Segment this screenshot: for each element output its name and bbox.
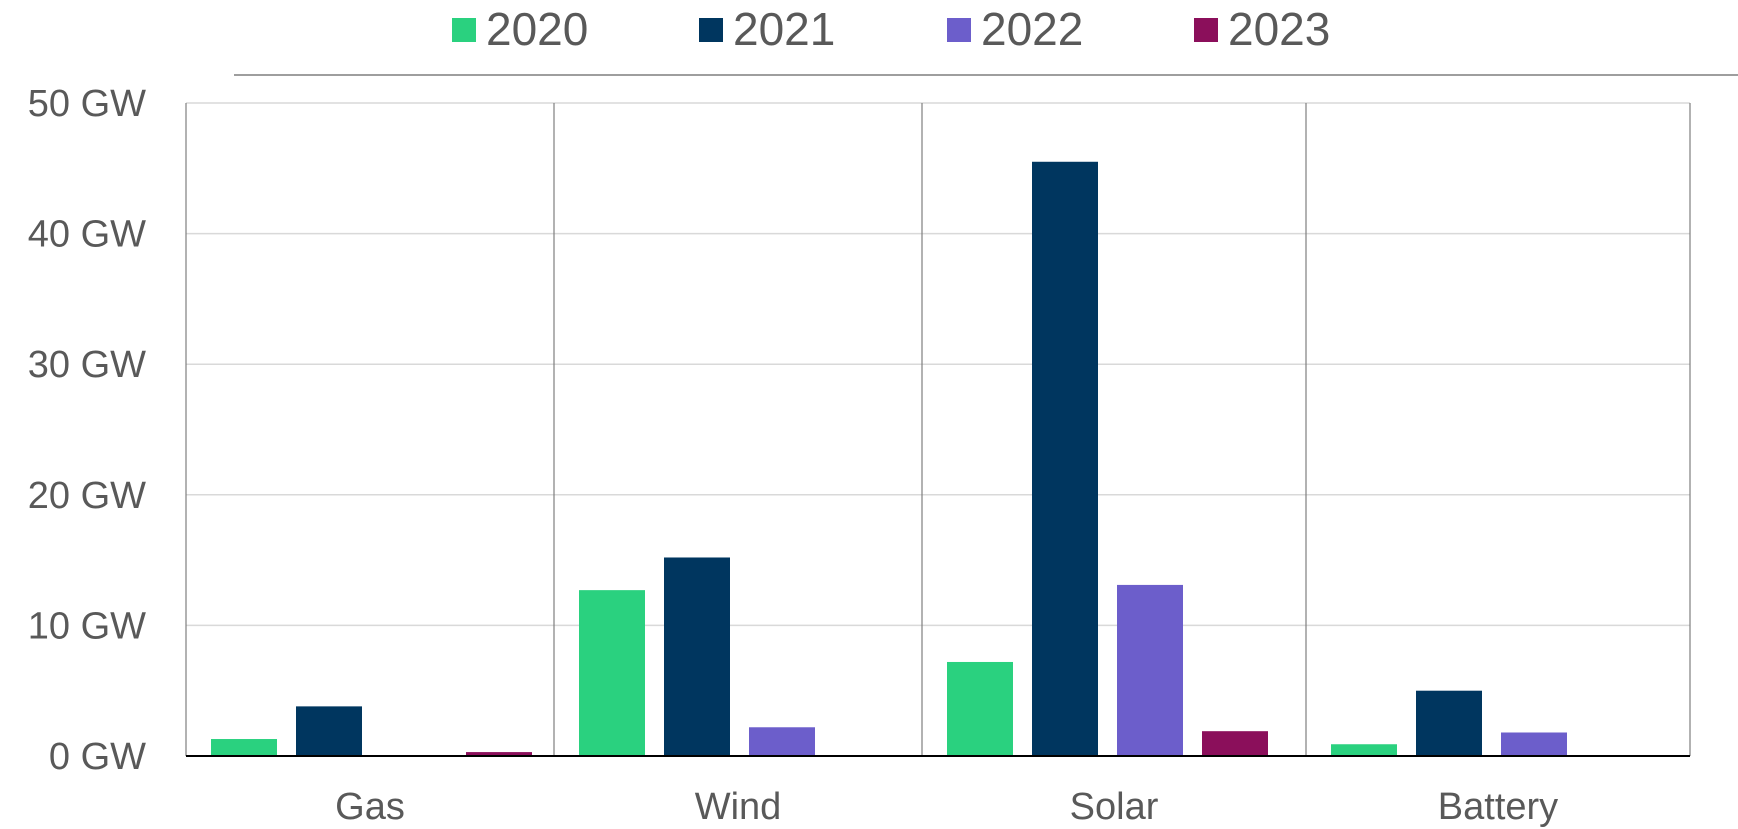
y-tick-label: 10 GW xyxy=(28,605,146,647)
x-axis-categories: Gas Wind Solar Battery xyxy=(335,786,1558,828)
gridlines xyxy=(186,102,1690,627)
bar-2020-gas xyxy=(211,739,277,756)
y-tick-label: 0 GW xyxy=(49,736,146,778)
category-label: Wind xyxy=(695,786,782,828)
bar-2021-wind xyxy=(664,557,730,756)
legend: 2020 2021 2022 2023 xyxy=(234,3,1738,76)
y-tick-label: 30 GW xyxy=(28,344,146,386)
bar-2023-gas xyxy=(466,752,532,756)
bar-2021-solar xyxy=(1032,161,1098,756)
y-tick-label: 50 GW xyxy=(28,83,146,125)
bars xyxy=(211,161,1567,756)
bar-2021-gas xyxy=(296,706,362,756)
bar-2023-solar xyxy=(1202,731,1268,756)
bar-2022-wind xyxy=(749,727,815,756)
bar-2021-battery xyxy=(1416,690,1482,756)
bar-2022-battery xyxy=(1501,732,1567,756)
category-label: Solar xyxy=(1070,786,1159,828)
y-tick-label: 20 GW xyxy=(28,475,146,517)
legend-swatch-2022 xyxy=(947,18,971,42)
bar-2022-solar xyxy=(1117,584,1183,756)
bar-2020-solar xyxy=(947,661,1013,756)
category-label: Gas xyxy=(335,786,405,828)
y-tick-label: 40 GW xyxy=(28,214,146,256)
bar-2020-wind xyxy=(579,590,645,756)
bar-2020-battery xyxy=(1331,744,1397,756)
legend-swatch-2021 xyxy=(699,18,723,42)
category-label: Battery xyxy=(1438,786,1558,828)
legend-label: 2021 xyxy=(733,3,835,55)
legend-swatch-2020 xyxy=(452,18,476,42)
category-separators xyxy=(185,103,1691,756)
legend-label: 2022 xyxy=(981,3,1083,55)
legend-label: 2020 xyxy=(486,3,588,55)
y-axis-ticks: 0 GW 10 GW 20 GW 30 GW 40 GW 50 GW xyxy=(28,83,146,778)
legend-swatch-2023 xyxy=(1194,18,1218,42)
legend-label: 2023 xyxy=(1228,3,1330,55)
